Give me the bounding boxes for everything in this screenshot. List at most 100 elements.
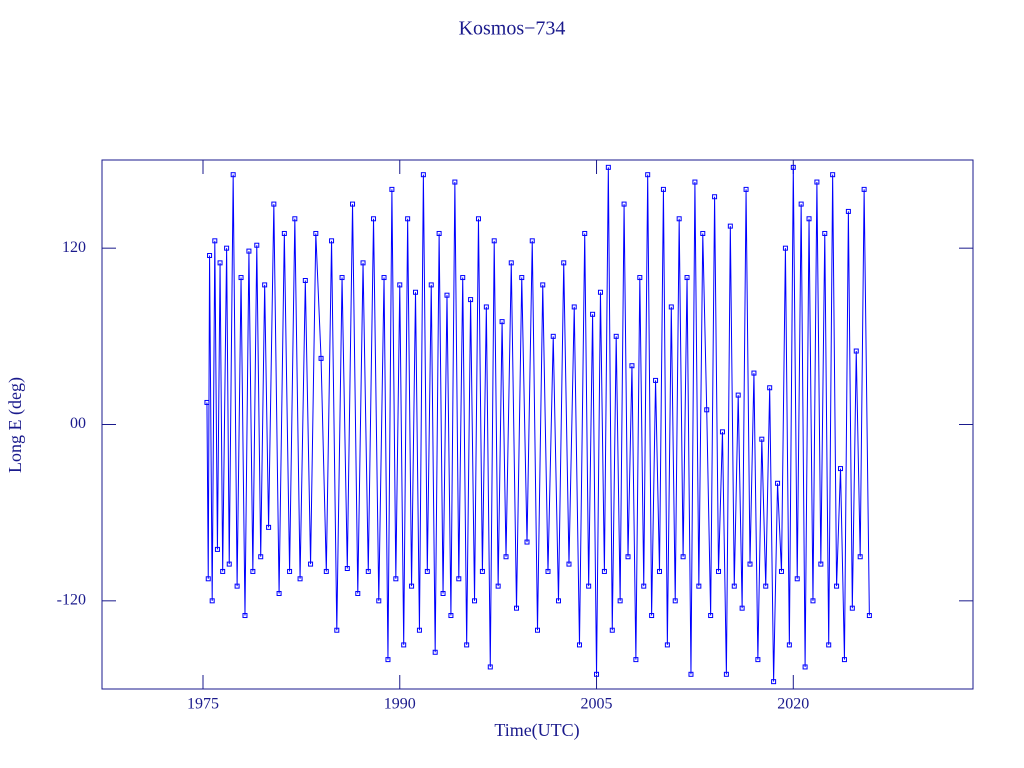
data-point	[755, 657, 761, 663]
data-point	[739, 605, 745, 611]
data-point	[676, 216, 682, 222]
data-point	[790, 164, 796, 170]
data-point	[371, 216, 377, 222]
data-point	[416, 627, 422, 633]
y-tick-label: 00	[70, 415, 86, 432]
data-line	[206, 167, 870, 682]
data-point	[625, 554, 631, 560]
data-point	[550, 333, 556, 339]
data-point	[826, 642, 832, 648]
data-point	[576, 642, 582, 648]
data-point	[594, 671, 600, 677]
data-point	[266, 524, 272, 530]
data-point	[743, 186, 749, 192]
data-point	[479, 568, 485, 574]
data-point	[810, 598, 816, 604]
data-point	[759, 436, 765, 442]
data-point	[529, 238, 535, 244]
data-point	[209, 598, 215, 604]
data-point	[246, 248, 252, 254]
data-point	[664, 642, 670, 648]
data-point	[818, 561, 824, 567]
data-point	[794, 576, 800, 582]
data-point	[668, 304, 674, 310]
data-point	[786, 642, 792, 648]
data-point	[814, 179, 820, 185]
data-point	[524, 539, 530, 545]
data-point	[389, 186, 395, 192]
data-point	[475, 216, 481, 222]
data-point	[680, 554, 686, 560]
data-point	[503, 554, 509, 560]
data-point	[254, 242, 260, 248]
x-axis-label: Time(UTC)	[494, 720, 579, 741]
data-point	[672, 598, 678, 604]
data-point	[719, 429, 725, 435]
data-point	[767, 385, 773, 391]
data-point	[385, 657, 391, 663]
data-point	[360, 260, 366, 266]
data-point	[318, 355, 324, 361]
data-point	[849, 605, 855, 611]
data-point	[308, 561, 314, 567]
data-point	[428, 282, 434, 288]
data-point	[334, 627, 340, 633]
data-point	[696, 583, 702, 589]
data-point	[861, 186, 867, 192]
data-point	[217, 260, 223, 266]
data-point	[413, 289, 419, 295]
data-point	[692, 179, 698, 185]
data-point	[645, 172, 651, 178]
data-point	[723, 671, 729, 677]
data-point	[276, 590, 282, 596]
data-point	[822, 230, 828, 236]
x-tick-label: 2020	[777, 696, 809, 713]
data-point	[857, 554, 863, 560]
data-point	[444, 292, 450, 298]
data-point	[456, 576, 462, 582]
data-point	[778, 568, 784, 574]
data-point	[432, 649, 438, 655]
data-point	[287, 568, 293, 574]
data-point	[514, 605, 520, 611]
data-point	[782, 245, 788, 251]
data-point	[381, 275, 387, 281]
data-point	[519, 275, 525, 281]
data-point	[313, 230, 319, 236]
data-point	[262, 282, 268, 288]
data-point	[716, 568, 722, 574]
y-tick-label: -120	[57, 592, 86, 609]
data-point	[483, 304, 489, 310]
x-tick-label: 1975	[187, 696, 219, 713]
data-point	[424, 568, 430, 574]
data-point	[582, 230, 588, 236]
data-point	[586, 583, 592, 589]
data-point	[220, 568, 226, 574]
data-point	[597, 289, 603, 295]
data-point	[355, 590, 361, 596]
data-point	[637, 275, 643, 281]
data-point	[540, 282, 546, 288]
data-point	[234, 583, 240, 589]
data-point	[590, 311, 596, 317]
data-point	[302, 277, 308, 283]
data-point	[545, 568, 551, 574]
data-point	[712, 194, 718, 200]
data-point	[771, 679, 777, 685]
data-point	[323, 568, 329, 574]
data-point	[329, 238, 335, 244]
data-point	[613, 333, 619, 339]
data-point	[468, 297, 474, 303]
data-point	[258, 554, 264, 560]
data-point	[853, 348, 859, 354]
data-point	[704, 407, 710, 413]
data-point	[508, 260, 514, 266]
data-point	[609, 627, 615, 633]
data-point	[605, 164, 611, 170]
data-point	[393, 576, 399, 582]
data-point	[297, 576, 303, 582]
data-point	[751, 370, 757, 376]
data-point	[491, 238, 497, 244]
data-point	[845, 208, 851, 214]
